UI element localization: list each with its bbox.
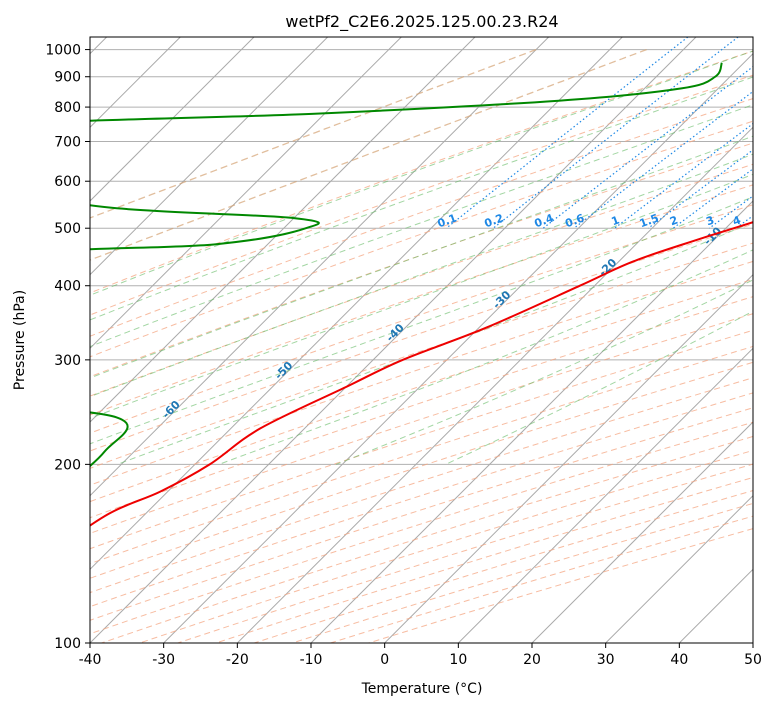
dry-adiabat-line	[215, 476, 753, 643]
dry-adiabat-line	[90, 74, 753, 316]
isotherm-line	[310, 200, 753, 643]
mixing-ratio-line	[573, 90, 753, 229]
dry-adiabat-line	[90, 407, 753, 621]
isotherm-line	[163, 52, 753, 643]
x-tick-label: -20	[226, 652, 249, 668]
mixing-ratio-label: 0.1	[436, 211, 459, 230]
mixing-ratio-label: 3	[704, 214, 716, 229]
grid-lines	[90, 37, 753, 643]
chart-title: wetPf2_C2E6.2025.125.00.23.R24	[285, 12, 558, 32]
y-tick-label: 500	[54, 221, 81, 237]
y-tick-label: 1000	[45, 43, 81, 59]
isotherm-line	[384, 273, 753, 643]
y-tick-label: 800	[54, 100, 81, 116]
y-tick-label: 300	[54, 353, 81, 369]
isotherm-line	[90, 37, 550, 497]
x-axis: -40 -30 -20 -10 0 10 20 30 40 50	[79, 643, 762, 668]
mixing-ratio-line	[445, 37, 689, 229]
mixing-ratio-line	[672, 168, 753, 229]
mixing-ratio-label: 6	[770, 213, 775, 228]
sounding-profiles	[90, 62, 753, 643]
y-axis: 100 200 300 400 500 600 700 800 900 1000	[45, 43, 90, 652]
x-tick-label: 30	[597, 652, 615, 668]
x-tick-label: 40	[670, 652, 688, 668]
isotherm-line	[90, 37, 255, 202]
moist-adiabat-line	[90, 76, 753, 321]
dry-adiabat-line	[90, 313, 753, 534]
isotherm-label: -50	[272, 359, 295, 382]
thermodynamic-lines	[90, 37, 753, 643]
mixing-ratio-line	[735, 215, 753, 229]
moist-adiabat-line	[90, 104, 753, 348]
isotherm-label: -40	[384, 321, 407, 344]
isotherm-line	[605, 494, 753, 643]
isotherm-line	[531, 421, 753, 643]
isotherm-line	[90, 37, 329, 276]
y-tick-label: 100	[54, 636, 81, 652]
x-tick-label: -30	[152, 652, 175, 668]
isotherm-line	[457, 347, 753, 643]
mixing-ratio-label: 0.6	[563, 211, 586, 230]
dry-adiabat-line	[90, 260, 753, 486]
y-tick-label: 900	[54, 70, 81, 86]
dry-adiabat-line	[177, 463, 753, 643]
y-tick-label: 600	[54, 174, 81, 190]
wet-bulb-arc	[90, 48, 537, 219]
dry-adiabat-line	[368, 528, 753, 643]
temperature-profile-line	[90, 221, 753, 527]
x-tick-label: 0	[380, 652, 389, 668]
x-axis-label: Temperature (°C)	[361, 681, 483, 697]
moist-adiabat-line	[445, 310, 753, 465]
y-tick-label: 200	[54, 457, 81, 473]
isotherm-line	[678, 568, 753, 643]
mixing-ratio-label: 2	[668, 214, 680, 229]
dry-adiabat-line	[90, 392, 753, 608]
moist-adiabat-line	[90, 135, 753, 379]
y-tick-label: 700	[54, 134, 81, 150]
isotherm-line	[90, 37, 476, 423]
moist-adiabat-line	[90, 153, 753, 398]
dry-adiabat-line	[90, 50, 753, 294]
x-tick-label: 50	[744, 652, 762, 668]
wet-bulb-arc	[90, 48, 647, 261]
dry-adiabat-line	[90, 223, 753, 452]
isotherm-line	[90, 37, 623, 571]
mixing-ratio-label: 0.4	[533, 211, 556, 230]
dry-adiabat-line	[90, 278, 753, 503]
dry-adiabat-line	[90, 361, 753, 579]
mixing-ratio-label: 1.5	[638, 211, 661, 230]
isotherm-line	[90, 37, 402, 350]
plot-frame	[89, 36, 754, 644]
mixing-ratio-label: 1	[610, 214, 622, 229]
dry-adiabat-line	[90, 204, 753, 434]
isotherm-line	[752, 642, 753, 643]
x-tick-label: -10	[300, 652, 323, 668]
mixing-ratio-label: 4	[731, 213, 743, 228]
dry-adiabat-line	[90, 120, 753, 358]
mixing-ratio-label: 0.2	[483, 211, 506, 230]
x-tick-label: 20	[523, 652, 541, 668]
dry-adiabat-line	[90, 142, 753, 378]
dewpoint-profile-line	[90, 62, 723, 643]
dry-adiabat-line	[90, 329, 753, 550]
isotherm-line	[236, 126, 753, 643]
dry-adiabat-line	[90, 98, 753, 337]
x-tick-label: -40	[79, 652, 102, 668]
y-axis-label: Pressure (hPa)	[12, 290, 28, 390]
mixing-ratio-line	[492, 37, 739, 229]
mixing-ratio-line	[542, 65, 753, 229]
y-tick-label: 400	[54, 279, 81, 295]
isotherm-line	[90, 37, 697, 643]
isotherm-label: -30	[490, 288, 513, 311]
moist-adiabat-line	[218, 249, 753, 465]
dry-adiabat-line	[90, 163, 753, 397]
mixing-ratio-line	[614, 122, 753, 229]
x-tick-label: 10	[449, 652, 467, 668]
